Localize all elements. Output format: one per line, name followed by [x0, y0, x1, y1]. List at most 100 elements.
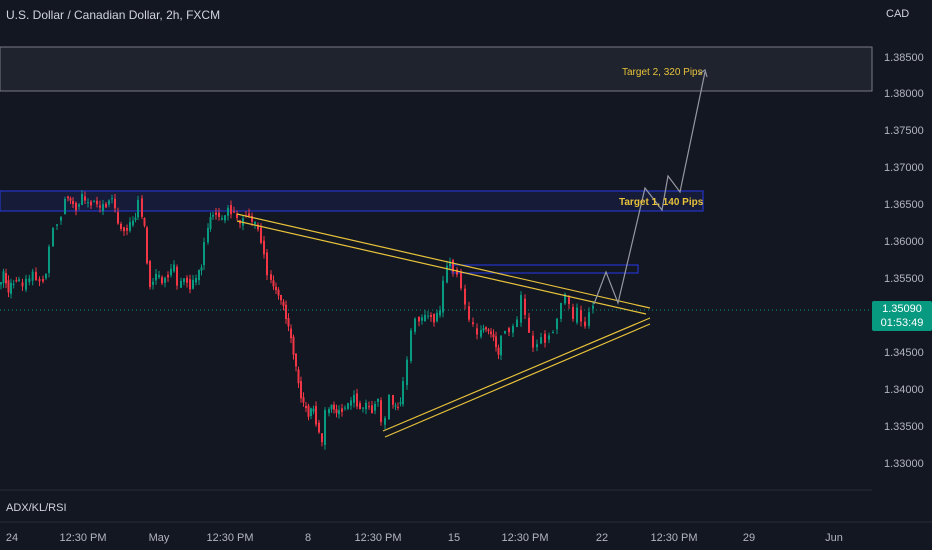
candle-body: [254, 221, 256, 225]
candle-body: [362, 407, 364, 409]
currency-label: CAD: [886, 8, 910, 20]
candle-body: [330, 404, 333, 410]
candle-body: [516, 319, 518, 327]
candle-body: [300, 381, 302, 399]
y-tick-label: 1.33500: [884, 421, 924, 433]
candle-body: [402, 381, 404, 405]
candle-body: [328, 409, 330, 414]
candle-body: [292, 336, 295, 355]
triangle-lower-line-2: [384, 323, 651, 438]
candle-body: [126, 227, 128, 231]
candle-body: [200, 267, 203, 271]
candle-body: [78, 204, 80, 207]
candle-body: [394, 405, 397, 407]
candle-body: [129, 222, 131, 231]
candle-body: [31, 271, 34, 281]
candle-body: [108, 200, 110, 205]
candle-body: [189, 279, 191, 290]
candle-body: [312, 408, 315, 412]
candle-body: [307, 405, 310, 417]
target-1-label: Target 1, 140 Pips: [619, 197, 704, 208]
candle-body: [28, 278, 31, 283]
candle-body: [102, 204, 104, 212]
x-tick-label: 8: [305, 532, 311, 544]
candle-body: [248, 213, 250, 217]
candle-body: [495, 336, 497, 348]
candle-body: [161, 277, 163, 284]
candle-body: [305, 405, 307, 409]
candle-body: [176, 266, 178, 286]
candle-body: [333, 404, 335, 410]
countdown-timer: 01:53:49: [880, 317, 924, 329]
candle-body: [460, 272, 462, 289]
y-tick-label: 1.37000: [884, 162, 924, 174]
candle-body: [576, 307, 578, 323]
candle-body: [430, 314, 432, 318]
candle-body: [520, 295, 522, 323]
y-tick-label: 1.35500: [884, 273, 924, 285]
candle-body: [195, 278, 197, 283]
candle-body: [209, 216, 212, 229]
candle-body: [260, 227, 262, 243]
candle-body: [192, 279, 194, 289]
x-tick-label: May: [149, 532, 170, 544]
candle-body: [548, 335, 550, 340]
candle-body: [21, 282, 24, 287]
candle-body: [532, 335, 534, 348]
candle-body: [56, 224, 58, 226]
candle-body: [52, 228, 54, 247]
x-tick-label: 12:30 PM: [650, 532, 697, 544]
candle-body: [497, 347, 500, 355]
candle-body: [552, 332, 554, 334]
candle-body: [198, 270, 200, 281]
candle-body: [183, 278, 185, 282]
candle-body: [48, 246, 50, 273]
candle-body: [564, 293, 566, 304]
last-price-value: 1.35090: [882, 303, 922, 315]
candle-body: [45, 273, 47, 279]
candle-body: [384, 417, 386, 425]
candle-body: [99, 205, 101, 208]
candle-body: [35, 271, 37, 281]
indicator-legend[interactable]: ADX/KL/RSI: [6, 502, 67, 514]
candle-body: [218, 212, 220, 217]
candle-body: [167, 274, 169, 278]
candle-body: [84, 196, 86, 201]
candle-body: [266, 252, 268, 276]
y-tick-label: 1.37500: [884, 125, 924, 137]
candle-body: [335, 409, 338, 414]
candle-body: [277, 289, 280, 296]
candle-body: [227, 207, 229, 216]
candle-body: [0, 282, 2, 285]
candle-body: [485, 327, 487, 330]
candle-body: [436, 312, 438, 322]
candle-body: [338, 410, 340, 415]
candle-body: [64, 198, 66, 215]
candle-body: [285, 304, 287, 320]
triangle-lower-line: [382, 317, 651, 432]
candle-body: [424, 315, 426, 322]
candle-body: [452, 260, 454, 272]
candle-body: [318, 422, 320, 433]
candle-body: [282, 301, 285, 306]
candle-body: [67, 196, 69, 199]
candle-body: [524, 298, 526, 315]
candle-body: [504, 330, 506, 334]
candle-body: [556, 318, 558, 330]
candle-body: [468, 306, 470, 320]
x-tick-label: 24: [6, 532, 18, 544]
candle-body: [270, 274, 272, 280]
candle-body: [134, 217, 137, 220]
candle-body: [421, 317, 423, 321]
candle-body: [580, 310, 582, 322]
candle-body: [297, 369, 300, 384]
candle-body: [117, 212, 119, 224]
candle-body: [406, 359, 408, 386]
candle-body: [272, 280, 275, 287]
target-zone-top: [0, 46, 873, 92]
y-tick-label: 1.34500: [884, 347, 924, 359]
candle-body: [540, 337, 542, 344]
candle-body: [427, 315, 429, 317]
candle-body: [442, 280, 444, 313]
